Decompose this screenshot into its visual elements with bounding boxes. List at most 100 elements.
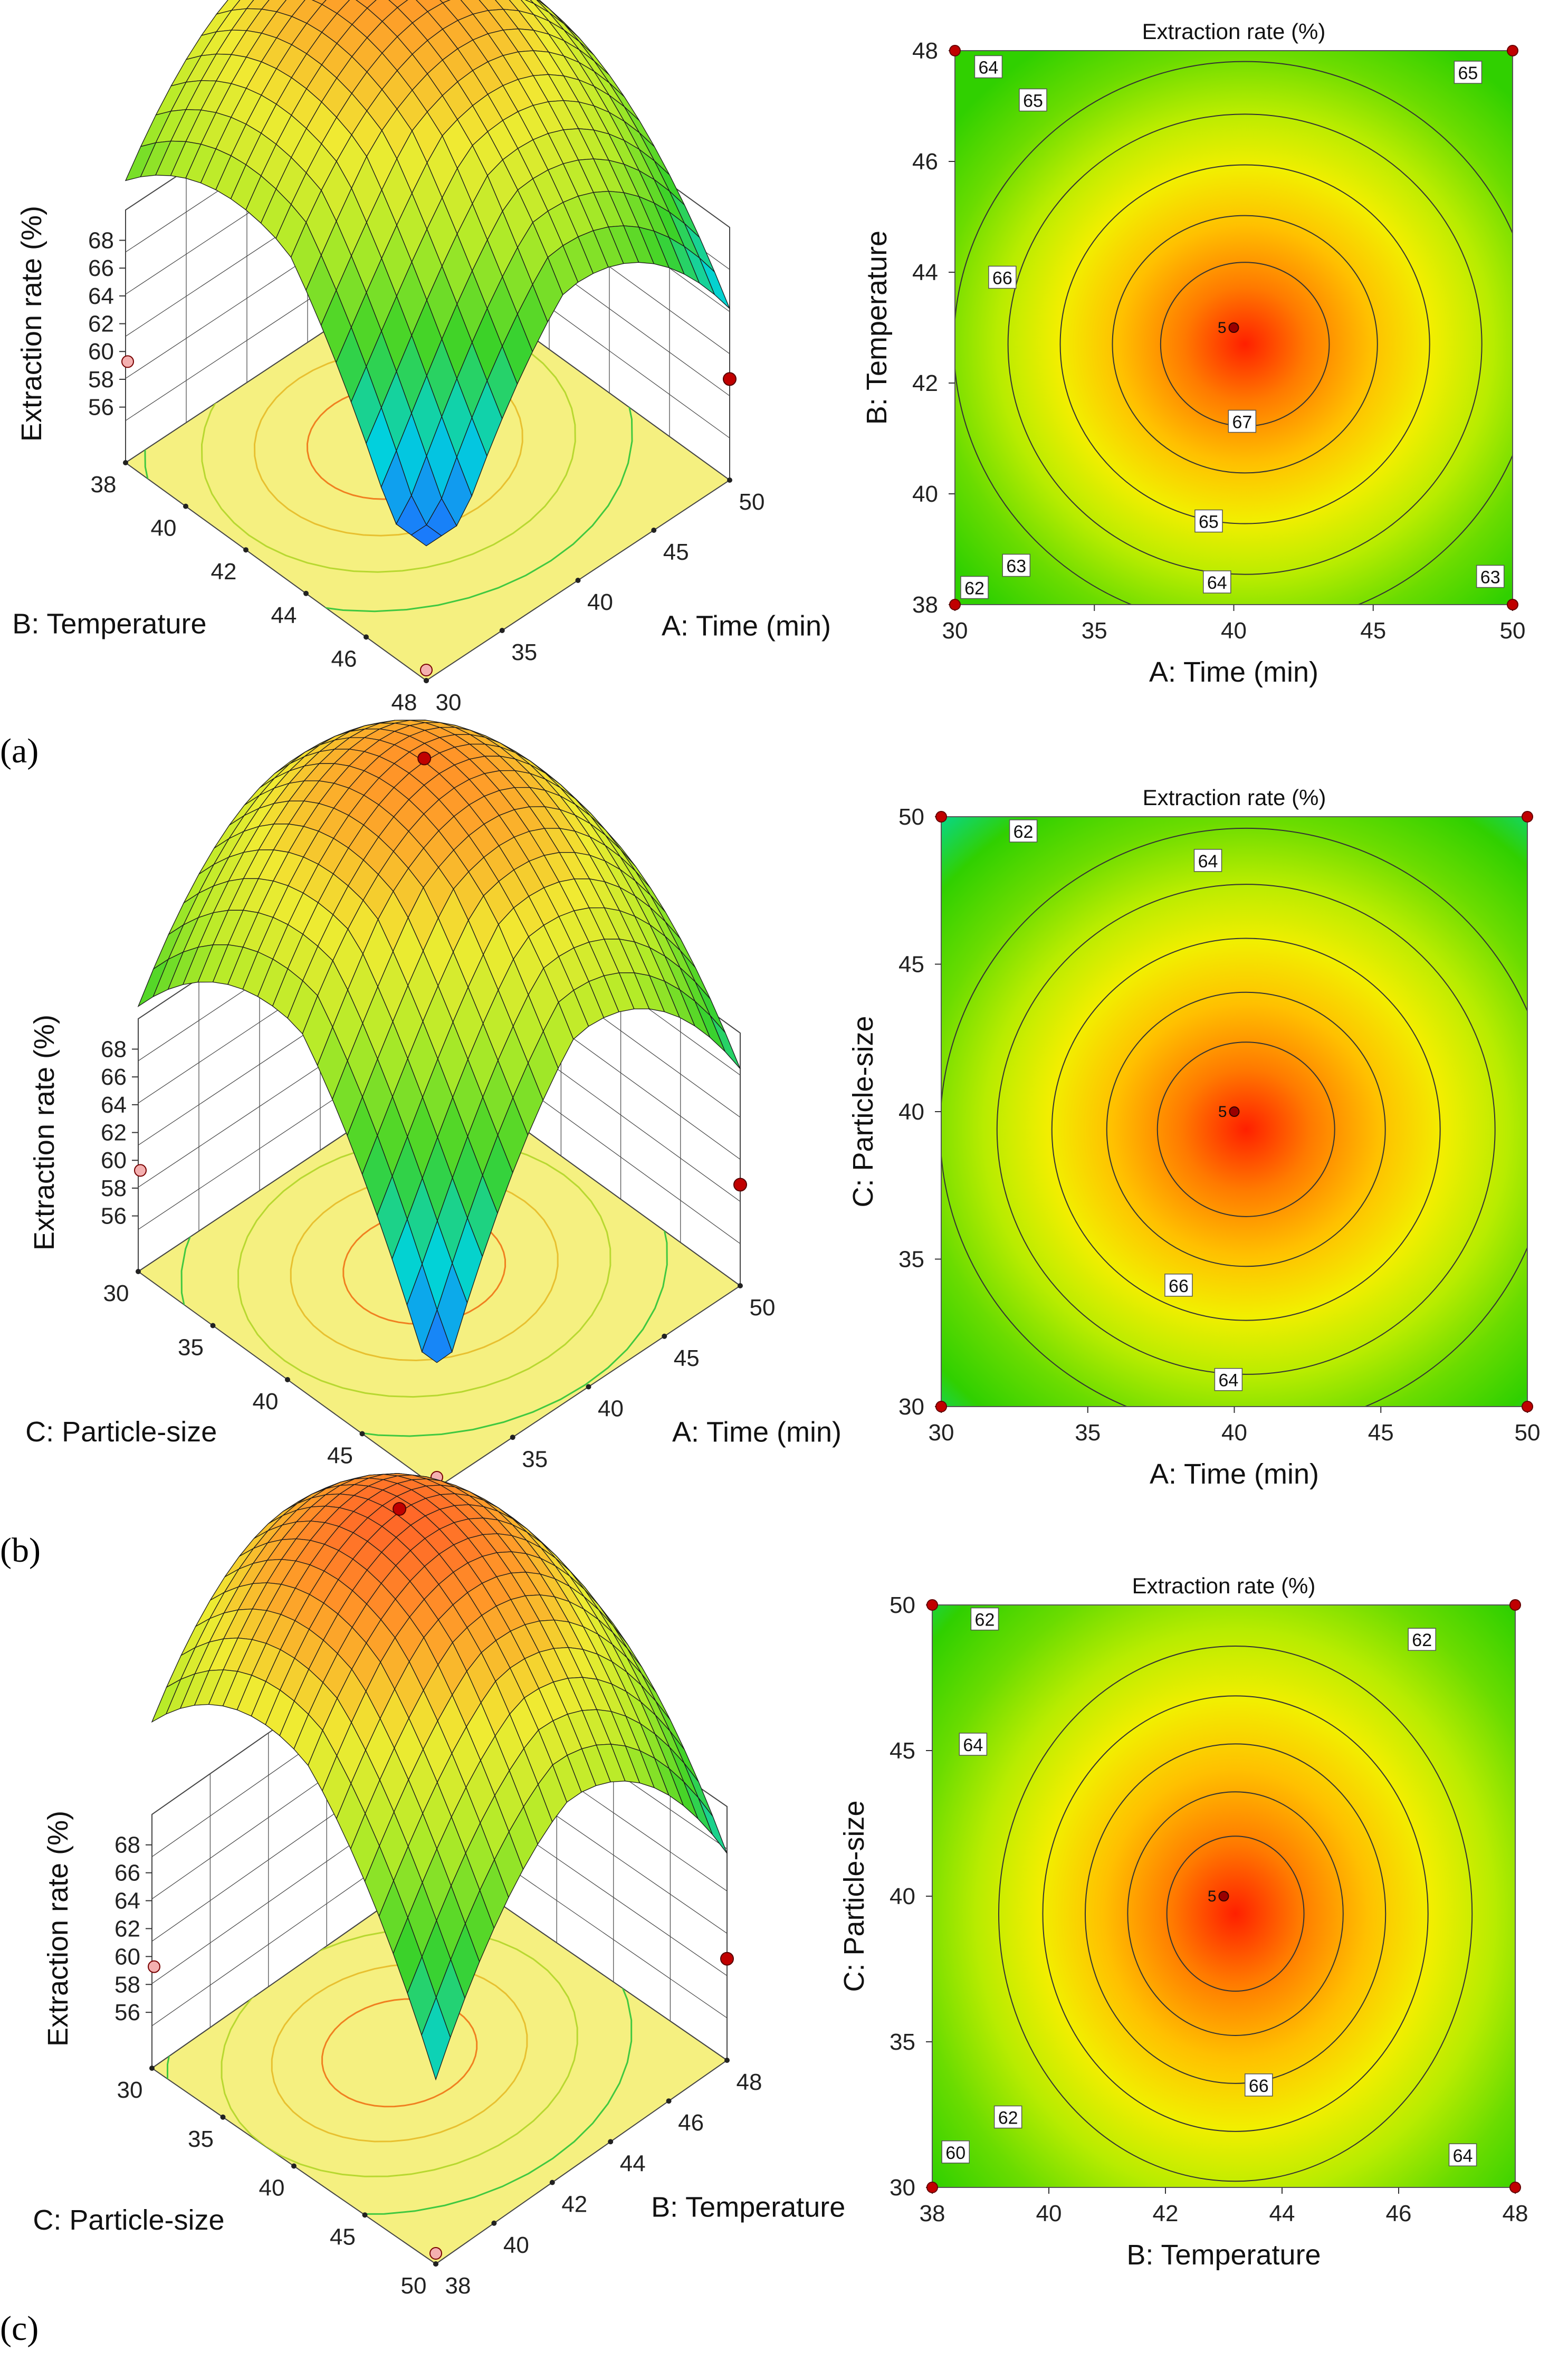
contour-label-box — [1245, 2073, 1273, 2097]
y-tick-label: 35 — [898, 1247, 924, 1273]
contour-label-box — [1214, 1368, 1243, 1391]
design-point — [949, 45, 961, 56]
contour-label-box — [1454, 61, 1483, 84]
x-axis-label: A: Time (min) — [1150, 1458, 1319, 1490]
z-tick-label: 66 — [101, 1064, 127, 1090]
x-tick-label: 30 — [929, 1420, 954, 1446]
y-axis-label: B: Temperature — [12, 608, 206, 639]
y-tick-label: 50 — [890, 1592, 915, 1618]
contour-line — [1112, 215, 1378, 474]
x-tick-label: 35 — [1075, 1420, 1101, 1446]
contour-label: 60 — [945, 2143, 965, 2163]
y-tick-mark — [149, 2066, 155, 2071]
z-tick-label: 64 — [88, 283, 114, 309]
panel-label: (c) — [0, 2309, 39, 2348]
x-tick-label: 35 — [511, 639, 537, 665]
contour-label-box — [1476, 565, 1505, 588]
y-tick-label: 40 — [912, 481, 938, 507]
contour-label-box — [1448, 2143, 1477, 2167]
contour-line — [1156, 1041, 1335, 1217]
x-tick-mark — [727, 477, 732, 483]
x-axis-label: A: Time (min) — [672, 1417, 842, 1448]
x-tick-label: 30 — [436, 690, 462, 715]
bcon-contour-lines — [941, 828, 1527, 1407]
y-tick-label: 46 — [912, 149, 938, 175]
y-tick-label: 30 — [103, 1280, 129, 1306]
y-tick-label: 38 — [912, 592, 938, 618]
chart-title: Extraction rate (%) — [1132, 1573, 1316, 1598]
y-tick-mark — [136, 1269, 141, 1274]
contour-label: 63 — [1480, 568, 1500, 588]
y-tick-label: 40 — [151, 515, 177, 541]
contour-line — [1166, 1836, 1305, 1992]
design-point — [1522, 811, 1533, 823]
x-tick-label: 45 — [1368, 1420, 1394, 1446]
y-axis-label: C: Particle-size — [25, 1416, 217, 1448]
design-point — [723, 372, 737, 386]
ccon-contour-lines — [998, 1645, 1473, 2182]
y-tick-label: 42 — [211, 559, 237, 585]
x-tick-mark — [662, 1333, 667, 1339]
x-tick-mark — [651, 528, 657, 533]
y-tick-mark — [243, 547, 248, 553]
y-tick-mark — [364, 634, 369, 640]
y-tick-mark — [123, 460, 128, 465]
design-point — [720, 1952, 734, 1966]
z-tick-label: 62 — [101, 1120, 127, 1146]
x-tick-label: 35 — [1082, 618, 1107, 644]
contour-line — [941, 828, 1527, 1407]
y-tick-label: 44 — [271, 603, 297, 628]
y-tick-mark — [433, 2261, 438, 2267]
y-tick-label: 46 — [331, 646, 357, 672]
x-tick-label: 40 — [503, 2232, 529, 2258]
center-design-point — [417, 751, 432, 766]
y-tick-label: 48 — [912, 38, 938, 64]
x-tick-label: 38 — [445, 2273, 471, 2299]
x-tick-mark — [666, 2098, 672, 2104]
design-point — [733, 1178, 747, 1192]
contour-line — [1059, 164, 1430, 524]
contour-label-box — [974, 55, 1003, 79]
contour-line — [1084, 1743, 1387, 2084]
x-tick-label: 50 — [739, 489, 765, 515]
contour-label: 66 — [1169, 1276, 1189, 1296]
z-tick-label: 60 — [101, 1148, 127, 1173]
y-tick-mark — [362, 2212, 368, 2218]
y-tick-label: 35 — [178, 1335, 204, 1361]
panel-label: (b) — [0, 1531, 41, 1570]
y-tick-label: 50 — [898, 804, 924, 830]
x-tick-label: 44 — [620, 2150, 646, 2176]
y-tick-label: 35 — [890, 2029, 915, 2055]
contour-label-box — [1164, 1274, 1193, 1297]
y-tick-label: 38 — [91, 472, 117, 498]
y-axis-label: C: Particle-size — [33, 2204, 224, 2236]
z-tick-label: 64 — [114, 1888, 140, 1914]
floor-contour-line — [221, 1928, 578, 2177]
y-tick-label: 42 — [912, 370, 938, 396]
contour-line — [955, 61, 1513, 605]
contour-label-box — [1002, 553, 1031, 577]
x-tick-mark — [491, 2220, 497, 2226]
y-tick-mark — [220, 2114, 226, 2120]
x-tick-label: 48 — [737, 2069, 762, 2095]
contour-label: 62 — [1014, 822, 1034, 842]
contour-label: 64 — [1453, 2146, 1473, 2166]
design-point — [429, 2247, 442, 2260]
z-tick-label: 60 — [88, 339, 114, 365]
z-tick-label: 58 — [88, 367, 114, 393]
chart-title: Extraction rate (%) — [1142, 19, 1326, 44]
design-point — [148, 1960, 160, 1973]
contour-label: 64 — [1198, 852, 1218, 872]
design-point — [926, 2182, 938, 2193]
x-tick-mark — [549, 2180, 555, 2185]
x-axis-label: A: Time (min) — [1149, 656, 1318, 688]
contour-label-box — [1203, 570, 1231, 594]
z-axis-label: Extraction rate (%) — [42, 1811, 74, 2047]
design-point — [1507, 45, 1518, 56]
contour-label-box — [988, 265, 1017, 289]
y-tick-label: 30 — [898, 1394, 924, 1420]
y-tick-label: 40 — [898, 1099, 924, 1125]
x-tick-label: 46 — [678, 2110, 704, 2136]
